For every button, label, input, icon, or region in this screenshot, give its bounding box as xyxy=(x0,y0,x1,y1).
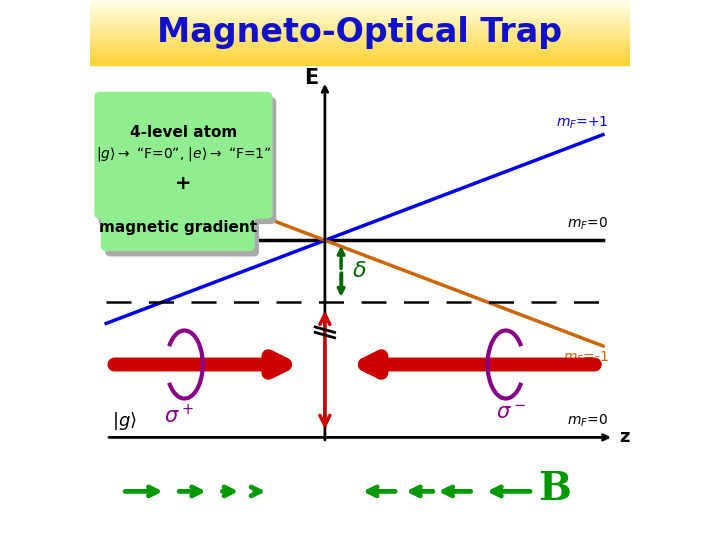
Bar xyxy=(90,59,630,62)
Bar xyxy=(90,60,630,63)
Bar xyxy=(90,15,630,17)
Bar xyxy=(90,0,630,2)
Text: +: + xyxy=(175,174,192,193)
Bar xyxy=(90,9,630,11)
FancyBboxPatch shape xyxy=(98,97,276,224)
Bar xyxy=(90,12,630,14)
Text: Magneto-Optical Trap: Magneto-Optical Trap xyxy=(158,16,562,49)
Text: $m_F$=0: $m_F$=0 xyxy=(567,216,608,232)
Bar xyxy=(90,57,630,59)
Bar xyxy=(90,19,630,22)
Bar xyxy=(90,22,630,24)
Bar xyxy=(90,25,630,27)
Bar xyxy=(90,40,630,42)
Bar xyxy=(90,36,630,38)
Bar xyxy=(90,26,630,28)
Bar xyxy=(90,51,630,53)
FancyBboxPatch shape xyxy=(94,92,272,219)
Text: $| e\rangle$: $| e\rangle$ xyxy=(112,230,136,251)
Bar xyxy=(90,43,630,45)
Bar xyxy=(90,50,630,52)
Bar xyxy=(90,41,630,43)
Bar xyxy=(90,10,630,12)
Bar xyxy=(90,8,630,10)
Bar xyxy=(90,24,630,26)
Text: magnetic gradient: magnetic gradient xyxy=(99,220,257,235)
Bar xyxy=(90,21,630,23)
Bar xyxy=(90,2,630,4)
Bar xyxy=(90,18,630,21)
Text: $\delta$: $\delta$ xyxy=(352,261,366,281)
Text: E: E xyxy=(305,68,318,89)
Bar xyxy=(90,29,630,31)
Text: $m_F$=-1: $m_F$=-1 xyxy=(562,349,608,366)
Text: $\sigma^+$: $\sigma^+$ xyxy=(164,403,194,427)
Bar xyxy=(90,48,630,50)
Bar xyxy=(90,17,630,19)
Bar xyxy=(90,35,630,37)
Bar xyxy=(90,13,630,15)
Text: $| g\rangle$: $| g\rangle$ xyxy=(112,410,137,432)
Text: B: B xyxy=(538,470,571,508)
Bar xyxy=(90,3,630,5)
Bar xyxy=(90,0,630,1)
Bar xyxy=(90,11,630,13)
Bar xyxy=(90,44,630,46)
Bar xyxy=(90,30,630,32)
Text: $m_F$=0: $m_F$=0 xyxy=(567,413,608,429)
Bar xyxy=(90,23,630,25)
Bar xyxy=(90,49,630,51)
Bar xyxy=(90,42,630,44)
Text: 4-level atom: 4-level atom xyxy=(130,125,237,140)
FancyBboxPatch shape xyxy=(101,205,255,251)
Bar xyxy=(90,27,630,29)
Bar xyxy=(90,46,630,49)
Text: $|g\rangle \rightarrow$ “F=0”, $|e\rangle \rightarrow$ “F=1”: $|g\rangle \rightarrow$ “F=0”, $|e\rangl… xyxy=(96,145,271,163)
Bar xyxy=(90,33,630,36)
Bar xyxy=(90,4,630,6)
Bar xyxy=(90,63,630,65)
Text: $m_F$=+1: $m_F$=+1 xyxy=(556,115,608,131)
Bar xyxy=(90,14,630,16)
Bar xyxy=(90,62,630,64)
Bar xyxy=(90,31,630,33)
Bar xyxy=(90,6,630,9)
Bar xyxy=(90,32,630,35)
Bar xyxy=(90,52,630,54)
Bar xyxy=(90,58,630,60)
Bar xyxy=(90,39,630,41)
Bar xyxy=(90,55,630,57)
Bar xyxy=(90,56,630,58)
Bar xyxy=(90,53,630,55)
Bar xyxy=(90,16,630,18)
Text: $\sigma^-$: $\sigma^-$ xyxy=(496,403,526,423)
Bar xyxy=(90,28,630,30)
Bar xyxy=(90,5,630,8)
Bar xyxy=(90,45,630,48)
FancyBboxPatch shape xyxy=(105,211,259,256)
Bar xyxy=(90,54,630,56)
Bar xyxy=(90,38,630,40)
Bar xyxy=(90,37,630,39)
Bar xyxy=(90,1,630,3)
Text: z: z xyxy=(619,428,630,447)
